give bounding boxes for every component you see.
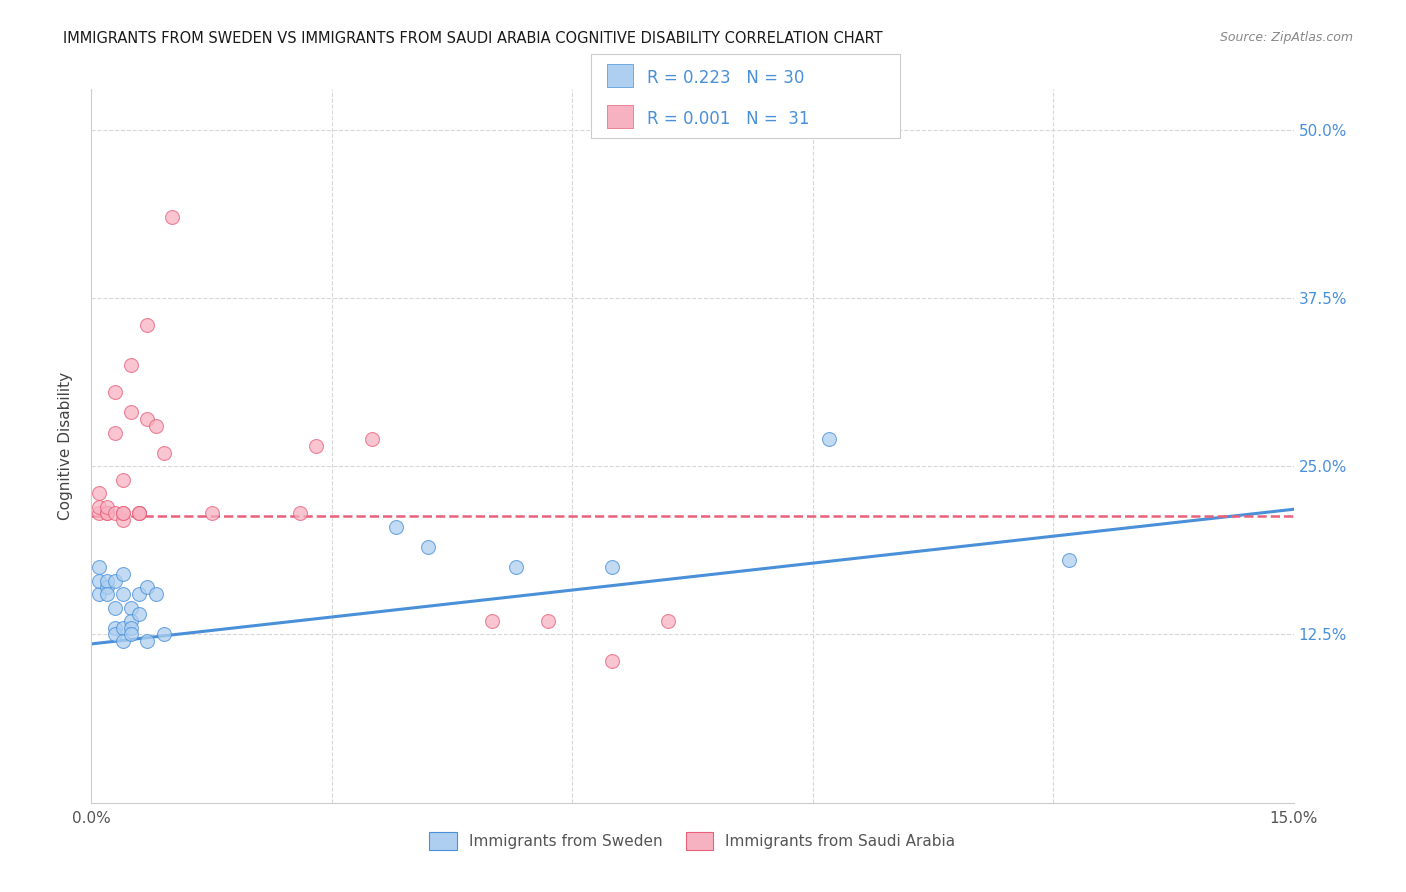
Point	[136, 412, 159, 426]
Point	[1057, 553, 1080, 567]
Point	[360, 432, 382, 446]
Text: R = 0.001   N =  31: R = 0.001 N = 31	[647, 110, 810, 128]
Point	[112, 566, 135, 581]
Point	[305, 439, 328, 453]
Text: R = 0.223   N = 30: R = 0.223 N = 30	[647, 70, 804, 87]
Point	[112, 473, 135, 487]
Point	[152, 627, 174, 641]
Point	[96, 500, 118, 514]
Point	[602, 560, 624, 574]
Point	[89, 587, 111, 601]
Point	[112, 621, 135, 635]
Point	[121, 621, 143, 635]
Point	[537, 614, 560, 628]
Y-axis label: Cognitive Disability: Cognitive Disability	[58, 372, 73, 520]
Point	[121, 614, 143, 628]
Text: Source: ZipAtlas.com: Source: ZipAtlas.com	[1219, 31, 1353, 45]
Point	[112, 587, 135, 601]
Point	[817, 432, 839, 446]
Point	[89, 486, 111, 500]
Point	[136, 634, 159, 648]
Legend: Immigrants from Sweden, Immigrants from Saudi Arabia: Immigrants from Sweden, Immigrants from …	[423, 826, 962, 855]
Point	[136, 580, 159, 594]
Point	[121, 627, 143, 641]
Point	[89, 560, 111, 574]
Point	[657, 614, 679, 628]
Point	[112, 513, 135, 527]
Point	[104, 385, 127, 400]
Point	[288, 506, 311, 520]
Point	[104, 425, 127, 440]
Point	[145, 587, 167, 601]
Point	[152, 446, 174, 460]
Point	[96, 506, 118, 520]
Point	[136, 318, 159, 332]
Point	[121, 600, 143, 615]
Point	[385, 520, 408, 534]
Point	[416, 540, 439, 554]
Point	[145, 418, 167, 433]
Point	[128, 506, 150, 520]
Point	[112, 506, 135, 520]
Point	[481, 614, 503, 628]
Point	[89, 506, 111, 520]
Point	[96, 574, 118, 588]
Point	[112, 634, 135, 648]
Point	[89, 574, 111, 588]
Point	[104, 621, 127, 635]
Point	[96, 587, 118, 601]
Point	[602, 655, 624, 669]
Point	[104, 506, 127, 520]
Point	[128, 506, 150, 520]
Point	[96, 506, 118, 520]
Point	[89, 500, 111, 514]
Point	[104, 600, 127, 615]
Point	[96, 580, 118, 594]
Point	[112, 506, 135, 520]
Point	[505, 560, 527, 574]
Point	[128, 607, 150, 622]
Point	[160, 210, 183, 224]
Point	[121, 405, 143, 419]
Point	[104, 627, 127, 641]
Point	[104, 574, 127, 588]
Point	[201, 506, 224, 520]
Point	[128, 506, 150, 520]
Text: IMMIGRANTS FROM SWEDEN VS IMMIGRANTS FROM SAUDI ARABIA COGNITIVE DISABILITY CORR: IMMIGRANTS FROM SWEDEN VS IMMIGRANTS FRO…	[63, 31, 883, 46]
Point	[121, 358, 143, 372]
Point	[128, 587, 150, 601]
